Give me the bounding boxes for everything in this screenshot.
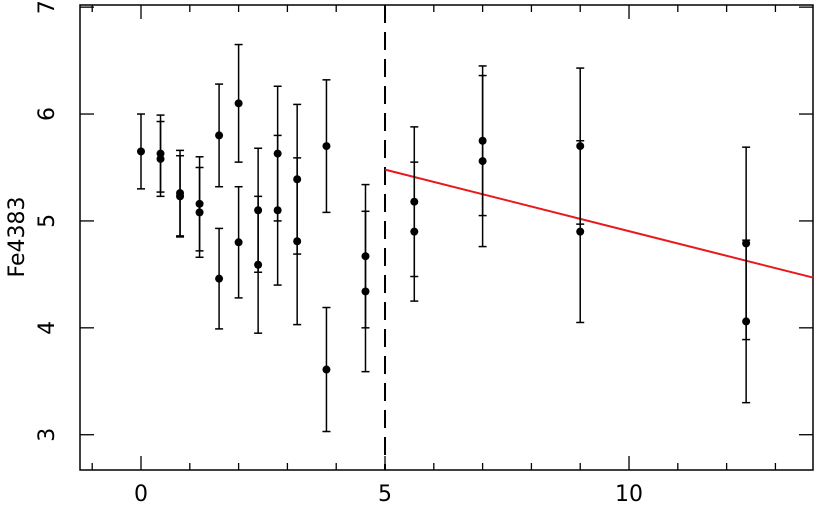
y-tick-label: 6 bbox=[35, 107, 60, 121]
x-tick-label: 0 bbox=[134, 482, 148, 507]
point bbox=[234, 99, 243, 108]
plot-frame bbox=[79, 4, 814, 471]
y-tick-label: 5 bbox=[35, 214, 60, 228]
point bbox=[322, 142, 331, 151]
point bbox=[254, 260, 263, 269]
x-tick-label: 5 bbox=[378, 482, 392, 507]
point bbox=[322, 365, 331, 374]
point bbox=[137, 147, 146, 156]
y-tick-label: 3 bbox=[35, 428, 60, 442]
point bbox=[478, 157, 487, 166]
fit-line bbox=[384, 168, 814, 279]
x-tick-label: 10 bbox=[615, 482, 643, 507]
point bbox=[410, 227, 419, 236]
point bbox=[156, 154, 165, 163]
point bbox=[176, 192, 185, 201]
point bbox=[742, 317, 751, 326]
point bbox=[215, 131, 224, 140]
point bbox=[195, 208, 204, 217]
y-tick-label: 7 bbox=[35, 0, 60, 14]
y-axis-label: Fe4383 bbox=[5, 197, 30, 278]
point bbox=[576, 227, 585, 236]
point bbox=[361, 287, 370, 296]
y-tick-label: 4 bbox=[35, 321, 60, 335]
point bbox=[293, 237, 302, 246]
point bbox=[215, 274, 224, 283]
point bbox=[234, 238, 243, 247]
point bbox=[273, 206, 282, 215]
